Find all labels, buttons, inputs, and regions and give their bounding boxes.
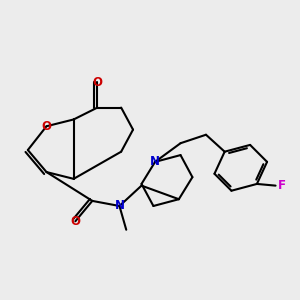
Text: F: F (278, 179, 286, 192)
Text: N: N (150, 155, 160, 168)
Text: O: O (41, 120, 52, 133)
Text: O: O (92, 76, 102, 88)
Text: N: N (115, 200, 124, 212)
Text: O: O (70, 215, 80, 228)
